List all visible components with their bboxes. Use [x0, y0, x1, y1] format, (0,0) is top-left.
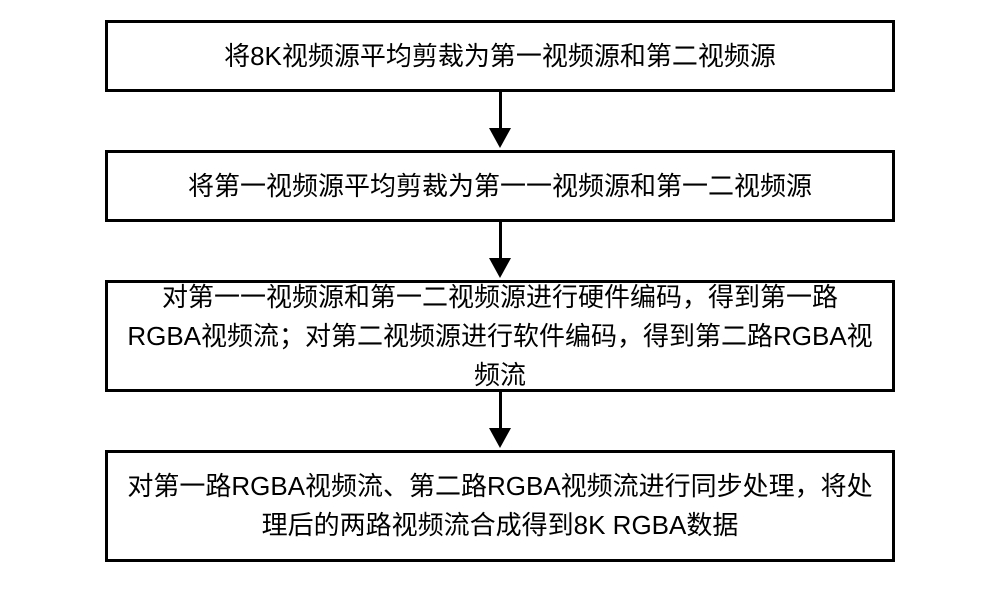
arrow-head-icon — [489, 258, 511, 278]
flow-step-4-text: 对第一路RGBA视频流、第二路RGBA视频流进行同步处理，将处理后的两路视频流合… — [126, 467, 874, 545]
flow-step-1: 将8K视频源平均剪裁为第一视频源和第二视频源 — [105, 20, 895, 92]
arrow-line-icon — [499, 92, 502, 130]
arrow-head-icon — [489, 128, 511, 148]
arrow-3 — [105, 392, 895, 450]
arrow-2 — [105, 222, 895, 280]
flow-step-3: 对第一一视频源和第一二视频源进行硬件编码，得到第一路RGBA视频流；对第二视频源… — [105, 280, 895, 392]
flow-step-4: 对第一路RGBA视频流、第二路RGBA视频流进行同步处理，将处理后的两路视频流合… — [105, 450, 895, 562]
flow-step-3-text: 对第一一视频源和第一二视频源进行硬件编码，得到第一路RGBA视频流；对第二视频源… — [126, 278, 874, 395]
arrow-head-icon — [489, 428, 511, 448]
flow-step-2: 将第一视频源平均剪裁为第一一视频源和第一二视频源 — [105, 150, 895, 222]
arrow-line-icon — [499, 392, 502, 430]
flowchart-container: 将8K视频源平均剪裁为第一视频源和第二视频源 将第一视频源平均剪裁为第一一视频源… — [105, 20, 895, 562]
flow-step-2-text: 将第一视频源平均剪裁为第一一视频源和第一二视频源 — [188, 167, 812, 206]
flow-step-1-text: 将8K视频源平均剪裁为第一视频源和第二视频源 — [224, 37, 776, 76]
arrow-line-icon — [499, 222, 502, 260]
arrow-1 — [105, 92, 895, 150]
